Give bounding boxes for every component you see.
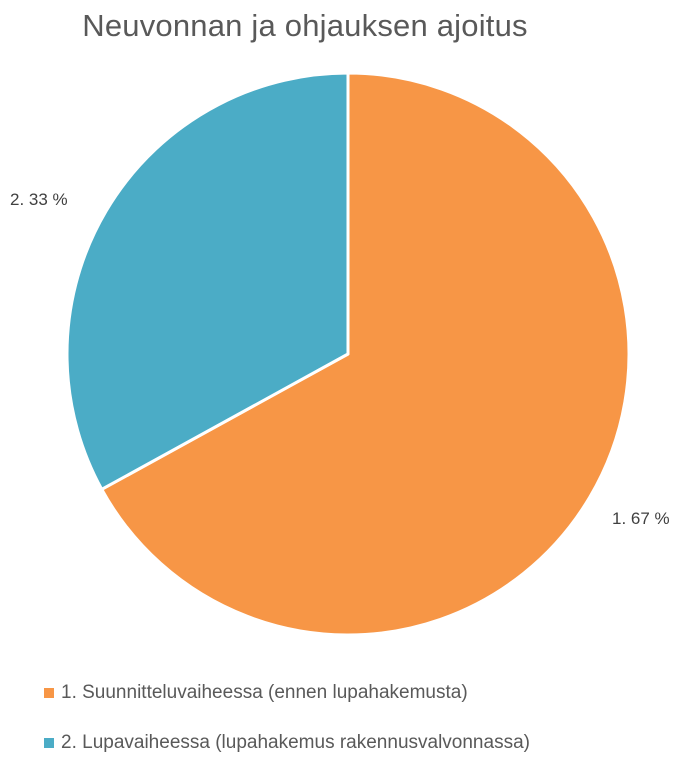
legend: 1. Suunnitteluvaiheessa (ennen lupahakem…	[44, 680, 664, 780]
legend-item-1: 1. Suunnitteluvaiheessa (ennen lupahakem…	[44, 680, 664, 706]
legend-swatch-2	[44, 738, 54, 748]
pie-chart: 1. 67 % 2. 33 %	[10, 71, 670, 637]
pie-slice-1	[100, 71, 631, 637]
legend-swatch-1	[44, 688, 54, 698]
legend-label-1: 1. Suunnitteluvaiheessa (ennen lupahakem…	[61, 682, 468, 703]
pie-slices	[65, 71, 631, 637]
chart-title: Neuvonnan ja ohjauksen ajoitus	[82, 8, 528, 43]
data-label-2: 2. 33 %	[10, 190, 68, 209]
legend-item-2: 2. Lupavaiheessa (lupahakemus rakennusva…	[44, 730, 664, 756]
pie-data-labels: 1. 67 % 2. 33 %	[10, 190, 670, 528]
legend-label-2: 2. Lupavaiheessa (lupahakemus rakennusva…	[61, 732, 530, 753]
pie-slice-2	[65, 71, 350, 491]
data-label-1: 1. 67 %	[612, 509, 670, 528]
